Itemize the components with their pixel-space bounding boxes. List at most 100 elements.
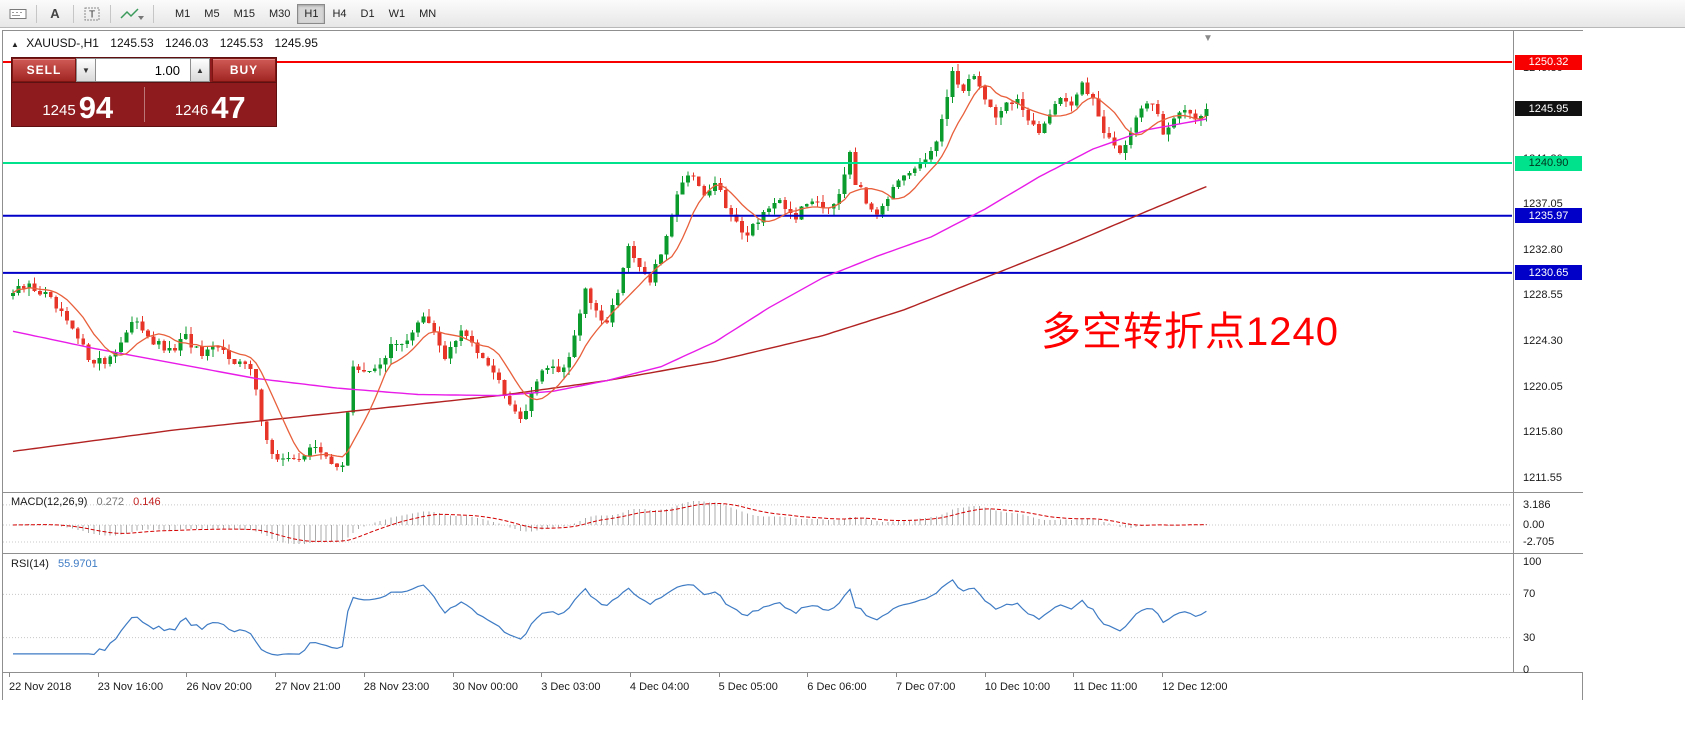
ohlc-open: 1245.53 xyxy=(110,36,154,50)
toolbar-separator xyxy=(73,4,74,23)
toolbar-separator xyxy=(153,4,154,23)
price-axis-label: 1215.80 xyxy=(1523,426,1563,439)
ma-fast-line xyxy=(12,84,1207,458)
rsi-label: RSI(14) 55.9701 xyxy=(11,558,98,570)
time-axis-label: 28 Nov 23:00 xyxy=(363,681,430,693)
time-axis-label: 4 Dec 04:00 xyxy=(629,681,690,693)
volume-increase-button[interactable]: ▲ xyxy=(190,58,210,82)
ma-slow-line xyxy=(12,185,1207,453)
candlesticks xyxy=(11,64,1209,472)
chart-annotation-text[interactable]: 多空转折点1240 xyxy=(1041,310,1339,354)
level-price-badge: 1240.90 xyxy=(1515,155,1582,171)
macd-signal-line xyxy=(12,503,1207,542)
sell-price-pips: 94 xyxy=(78,90,114,125)
time-axis-label: 3 Dec 03:00 xyxy=(541,681,601,693)
time-axis-label: 30 Nov 00:00 xyxy=(452,681,518,693)
rsi-grid xyxy=(3,593,1512,639)
rsi-name: RSI(14) xyxy=(11,558,49,570)
toolbar-separator xyxy=(110,4,111,23)
time-axis-tick xyxy=(452,673,454,677)
time-axis-label: 22 Nov 2018 xyxy=(9,681,72,693)
macd-canvas[interactable] xyxy=(3,493,1513,553)
time-axis-label: 12 Dec 12:00 xyxy=(1162,681,1228,693)
volume-input[interactable] xyxy=(96,58,190,82)
timeframe-button-mn[interactable]: MN xyxy=(419,7,437,20)
macd-label: MACD(12,26,9) 0.272 0.146 xyxy=(11,496,161,508)
expand-triangle-icon[interactable]: ▲ xyxy=(11,40,19,49)
time-axis-tick xyxy=(9,673,10,677)
ohlc-low: 1245.53 xyxy=(219,36,264,50)
level-price-badge: 1235.97 xyxy=(1515,208,1582,224)
time-axis-tick xyxy=(541,673,543,677)
toolbar: A T M1 M5 M15 M30 H1 H4 D1 W1 MN xyxy=(0,0,1685,28)
ohlc-high: 1246.03 xyxy=(165,36,209,50)
panel-separator[interactable] xyxy=(3,492,1583,493)
timeframe-button-h4[interactable]: H4 xyxy=(332,7,347,20)
macd-main-value: 0.272 xyxy=(96,496,125,508)
macd-grid xyxy=(3,504,1512,543)
one-click-trading-panel: SELL ▼ ▲ BUY 1245 94 1246 47 xyxy=(11,57,277,127)
timeframe-button-m5[interactable]: M5 xyxy=(204,7,220,20)
timeframe-button-m30[interactable]: M30 xyxy=(268,7,291,20)
buy-price-integer: 1246 xyxy=(174,102,209,119)
time-axis-label: 26 Nov 20:00 xyxy=(186,681,252,693)
time-axis-tick xyxy=(1162,673,1164,677)
rsi-canvas[interactable] xyxy=(3,554,1513,672)
time-axis-label: 7 Dec 07:00 xyxy=(896,681,956,693)
time-axis-tick xyxy=(718,673,720,677)
sell-button[interactable]: SELL xyxy=(12,58,76,82)
time-axis-tick xyxy=(896,673,897,677)
text-label-glyph: T xyxy=(84,7,100,20)
timeframe-button-h1[interactable]: H1 xyxy=(297,3,326,24)
buy-price-display[interactable]: 1246 47 xyxy=(145,83,277,126)
macd-axis-label: -2.705 xyxy=(1523,536,1555,548)
price-divider xyxy=(143,87,145,122)
symbol-period-label: XAUUSD-,H1 xyxy=(26,36,99,50)
rsi-axis-label: 30 xyxy=(1523,631,1536,644)
current-price-badge: 1245.95 xyxy=(1515,101,1582,117)
sell-price-integer: 1245 xyxy=(42,102,76,119)
level-price-badge: 1230.65 xyxy=(1515,265,1582,281)
timeframe-button-m15[interactable]: M15 xyxy=(233,7,255,20)
objects-list-icon[interactable] xyxy=(115,3,149,25)
text-a-glyph: A xyxy=(50,6,60,21)
svg-text:T: T xyxy=(89,9,95,20)
time-axis-label: 10 Dec 10:00 xyxy=(984,681,1051,693)
timeframe-button-d1[interactable]: D1 xyxy=(360,7,375,20)
buy-button[interactable]: BUY xyxy=(212,58,276,82)
price-axis-label: 1232.80 xyxy=(1523,243,1563,256)
chart-header: ▲ XAUUSD-,H1 1245.53 1246.03 1245.53 124… xyxy=(11,36,318,50)
sell-price-display[interactable]: 1245 94 xyxy=(12,83,144,126)
text-label-icon[interactable]: T xyxy=(78,3,106,25)
price-axis-label: 1220.05 xyxy=(1523,380,1563,393)
buy-price-pips: 47 xyxy=(211,90,246,125)
macd-signal-value: 0.146 xyxy=(133,496,161,508)
rsi-line xyxy=(13,579,1207,656)
time-axis-label: 23 Nov 16:00 xyxy=(97,681,164,693)
price-axis-label: 1228.55 xyxy=(1523,289,1563,302)
time-axis[interactable]: 22 Nov 2018 23 Nov 16:00 26 Nov 20:00 27 No… xyxy=(3,672,1582,700)
time-axis-tick xyxy=(275,673,277,677)
time-axis-label: 5 Dec 05:00 xyxy=(718,681,778,693)
ma-mid-line xyxy=(12,118,1207,397)
volume-decrease-button[interactable]: ▼ xyxy=(76,58,96,82)
text-a-icon[interactable]: A xyxy=(41,3,69,25)
toolbar-separator xyxy=(36,4,37,23)
time-axis-tick xyxy=(1073,673,1075,677)
price-axis[interactable]: 1249.801245.551241.301237.051232.801228.… xyxy=(1513,31,1583,676)
chart-window: ▲ XAUUSD-,H1 1245.53 1246.03 1245.53 124… xyxy=(2,30,1583,700)
time-axis-tick xyxy=(629,673,631,677)
level-price-badge: 1250.32 xyxy=(1515,54,1582,70)
timeframe-button-m1[interactable]: M1 xyxy=(175,7,191,20)
macd-axis-label: 3.186 xyxy=(1523,498,1551,511)
timeframe-button-w1[interactable]: W1 xyxy=(388,7,406,20)
keyboard-icon[interactable] xyxy=(4,3,32,25)
time-axis-tick xyxy=(97,673,99,677)
panel-separator[interactable] xyxy=(3,553,1583,554)
chart-shift-marker-icon[interactable]: ▼ xyxy=(1203,33,1213,44)
macd-histogram xyxy=(17,501,1207,544)
ohlc-close: 1245.95 xyxy=(274,36,318,50)
price-axis-label: 1224.30 xyxy=(1523,334,1563,347)
macd-axis-label: 0.00 xyxy=(1523,519,1545,531)
keyboard-icon-glyph xyxy=(9,8,27,19)
